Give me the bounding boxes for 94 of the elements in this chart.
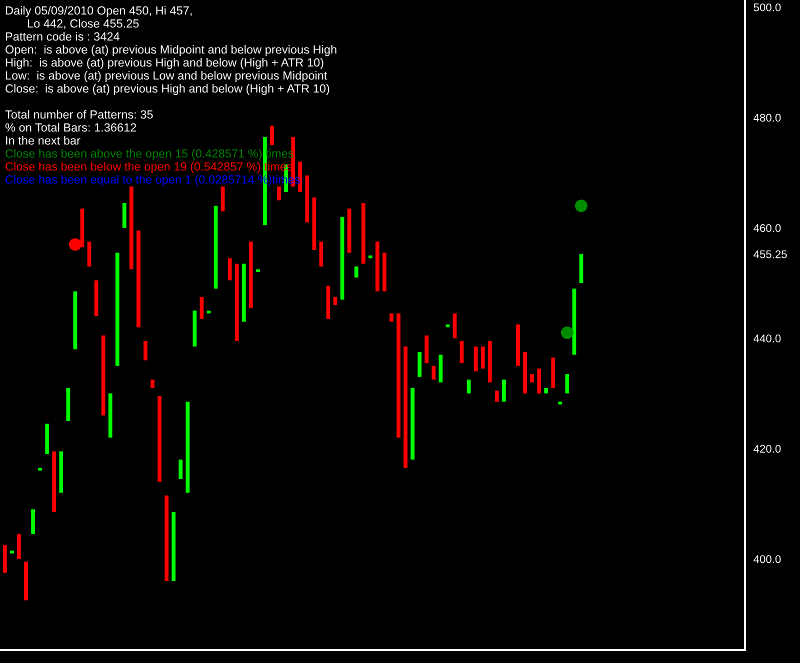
candlestick [52,451,56,512]
candlestick [466,380,471,394]
candlestick [488,341,492,382]
candlestick [122,203,126,228]
annotation: % on Total Bars: 1.36612 [5,123,136,132]
candlestick [45,424,50,454]
annotation: High: is above (at) previous High and below (High + ATR 10) [6,58,324,70]
y-tick-label: 460.0 [754,224,781,232]
y-tick-label: 500.0 [754,3,781,12]
candlestick [2,545,7,573]
text: Daily 05/09/2010 Open 450, Hi 457, Lo 442, Close 455.25 [6,6,192,30]
candlestick [326,286,330,319]
candlestick [248,242,253,308]
candlestick [206,310,211,314]
y-tick-label: 420.0 [754,444,781,453]
point [560,326,574,339]
candlestick [234,264,239,341]
candlestick [558,402,562,404]
annotation: In the next bar [6,136,80,145]
candlestick [312,198,316,250]
candlestick [494,390,499,402]
candlestick [129,186,134,270]
candlestick [164,496,169,582]
candlestick [480,346,485,369]
candlestick [158,396,162,482]
candlestick [418,352,422,377]
annotation: Total number of Patterns: 35 [5,110,153,119]
candlestick [31,509,35,534]
candlestick [530,374,534,382]
point [68,238,82,251]
candlestick [438,354,443,382]
candlestick [460,341,464,364]
candlestick [242,264,246,322]
candlestick [523,352,527,394]
candlestick [150,380,154,388]
annotation: Low: is above (at) previous Low and below previous Midpoint [6,71,328,82]
candlestick [382,252,386,292]
candlestick [87,242,92,267]
candlestick [38,468,42,471]
candlestick [396,313,400,438]
candlestick [178,460,183,479]
candlestick [319,242,324,267]
candlestick [10,550,14,554]
candlestick [432,366,436,380]
candlestick [136,230,140,328]
candlestick [305,175,310,222]
annotation: Pattern code is : 3424 [6,32,120,41]
point [575,200,588,212]
candlestick [410,388,414,460]
candlestick [172,512,176,582]
candlestick [502,380,506,402]
candlestick [270,126,274,146]
y-tick-label: 480.0 [754,114,781,122]
candlestick [347,208,352,253]
candlestick [404,346,408,468]
candlestick [516,324,520,366]
candlestick [214,206,218,289]
candlestick [340,216,344,300]
candlestick [277,186,281,200]
candlestick [192,310,197,347]
y-tick-label: 400.0 [754,555,781,564]
candlestick [256,269,260,272]
candlestick [579,254,584,284]
candlestick [390,313,394,322]
y-tick-label: 455.25 [754,250,787,258]
candlestick [565,374,570,394]
annotation: Close: is above (at) previous High and below (High + ATR 10) [6,84,330,96]
candlestick [66,388,70,422]
candlestick [101,335,106,416]
candlestick [298,162,302,192]
candlestick [108,393,112,438]
candlestick [24,562,28,600]
candlestick [186,402,190,493]
candlestick [228,258,232,280]
candlestick [424,335,429,364]
y-tick-label: 440.0 [754,334,781,342]
annotation: Open: is above (at) previous Midpoint and below previous High [6,45,336,56]
candlestick [375,242,380,292]
candlestick [17,534,21,559]
candlestick [354,266,358,278]
candlestick [220,186,225,212]
candlestick [544,388,548,394]
candlestick [73,291,78,350]
candlestick [551,358,556,388]
candlestick [94,280,98,316]
candlestick [200,296,204,319]
candlestick [59,451,64,493]
candlestick [537,368,542,394]
candlestick [572,288,576,355]
candlestick [361,203,366,264]
candlestick [368,255,372,258]
candlestick [474,346,478,372]
candlestick [144,341,148,360]
candlestick [115,252,120,366]
